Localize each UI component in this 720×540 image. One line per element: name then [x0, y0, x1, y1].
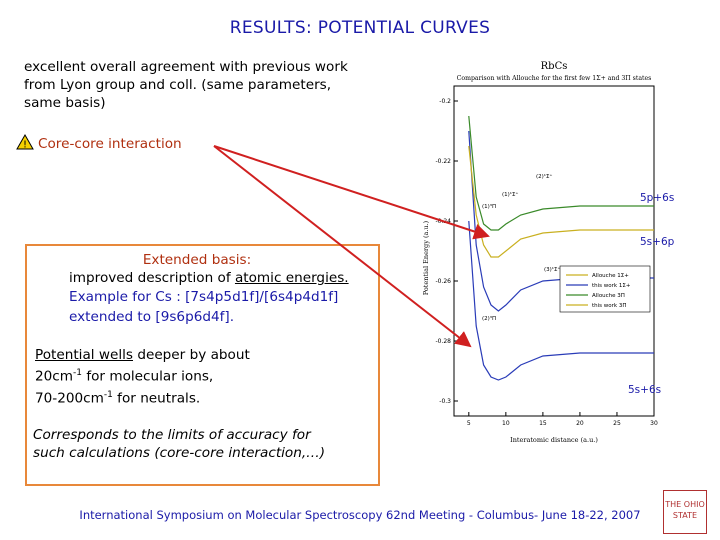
chart-title: RbCs: [541, 61, 568, 72]
accuracy-note: Corresponds to the limits of accuracy fo…: [33, 426, 373, 462]
state-label: (2)¹Σ⁺: [536, 173, 552, 180]
asymptote-label-5p6s: 5p+6s: [640, 192, 675, 204]
underlined-text: atomic energies.: [234, 270, 349, 286]
superscript: -1: [73, 368, 82, 378]
text-span: improved description of: [69, 270, 235, 286]
x-axis-label: Interatomic distance (a.u.): [510, 436, 598, 444]
text-span: for neutrals.: [112, 390, 201, 407]
x-tick-label: 15: [539, 420, 547, 427]
text-line: such calculations (core-core interaction…: [33, 445, 326, 461]
legend-entry: Allouche 1Σ+: [592, 273, 629, 279]
chart-subtitle: Comparison with Allouche for the first f…: [457, 75, 652, 82]
text-line: Corresponds to the limits of accuracy fo…: [33, 427, 311, 443]
series-line: [468, 220, 654, 381]
state-label: (1)³Π: [482, 203, 496, 210]
extended-basis-title: Extended basis:: [142, 252, 252, 268]
asymptote-label-5s6s: 5s+6s: [628, 384, 662, 396]
x-tick-label: 25: [613, 420, 621, 427]
x-tick-label: 10: [502, 420, 510, 427]
y-tick-label: -0.22: [435, 158, 451, 165]
svg-text:!: !: [23, 140, 27, 151]
x-tick-label: 20: [576, 420, 584, 427]
extended-line-3: extended to [9s6p6d4f].: [69, 309, 235, 325]
y-tick-label: -0.24: [435, 218, 451, 225]
state-label: (1)¹Σ⁺: [502, 191, 518, 198]
legend-entry: this work 1Σ+: [592, 283, 631, 289]
footer-text: International Symposium on Molecular Spe…: [79, 508, 641, 522]
extended-basis-box: Extended basis: improved description of …: [25, 244, 380, 486]
intro-line: from Lyon group and coll. (same paramete…: [24, 77, 332, 93]
intro-line: same basis): [24, 95, 106, 111]
slide-title: RESULTS: POTENTIAL CURVES: [229, 18, 491, 38]
warning-note: ! Core-core interaction: [16, 133, 182, 154]
legend-entry: Allouche 3Π: [592, 293, 625, 299]
y-tick-label: -0.26: [435, 278, 451, 285]
warning-icon: !: [16, 133, 34, 154]
warning-label: Core-core interaction: [38, 136, 182, 152]
text-span: for molecular ions,: [82, 368, 214, 385]
chart-legend: Allouche 1Σ+ this work 1Σ+ Allouche 3Π this…: [559, 265, 651, 313]
legend-box: [559, 265, 651, 313]
y-tick-label: -0.3: [439, 398, 451, 405]
extended-line-1: improved description of atomic energies.: [69, 270, 349, 286]
legend-entry: this work 3Π: [592, 303, 626, 309]
x-axis-ticks: 5 10 15 20 25 30: [467, 412, 658, 427]
state-label: (2)³Π: [482, 315, 496, 322]
potential-wells-text: Potential wells deeper by about 20cm-1 f…: [35, 346, 365, 407]
text-span: 70-200cm: [35, 390, 104, 407]
state-labels: (1)¹Σ⁺ (2)¹Σ⁺ (3)¹Σ⁺ (1)³Π (2)³Π: [482, 173, 560, 322]
x-tick-label: 30: [650, 420, 658, 427]
underlined-text: Potential wells: [35, 347, 133, 363]
x-tick-label: 5: [467, 420, 471, 427]
logo-text: THE OHIO STATE: [665, 500, 705, 520]
osu-logo: THE OHIO STATE: [663, 490, 707, 534]
intro-text: excellent overall agreement with previou…: [24, 58, 384, 112]
y-tick-label: -0.2: [439, 98, 451, 105]
y-axis-label: Potential Energy (a.u.): [422, 220, 430, 295]
superscript: -1: [103, 389, 113, 400]
potential-curves-chart: RbCs Comparison with Allouche for the fi…: [422, 61, 658, 444]
y-tick-label: -0.28: [435, 338, 451, 345]
asymptote-label-5s6p: 5s+6p: [640, 236, 675, 248]
state-label: (3)¹Σ⁺: [544, 266, 560, 273]
text-span: 20cm: [35, 368, 74, 385]
intro-line: excellent overall agreement with previou…: [24, 59, 348, 75]
extended-line-2: Example for Cs : [7s4p5d1f]/[6s4p4d1f]: [69, 289, 339, 305]
text-span: deeper by about: [133, 347, 250, 363]
